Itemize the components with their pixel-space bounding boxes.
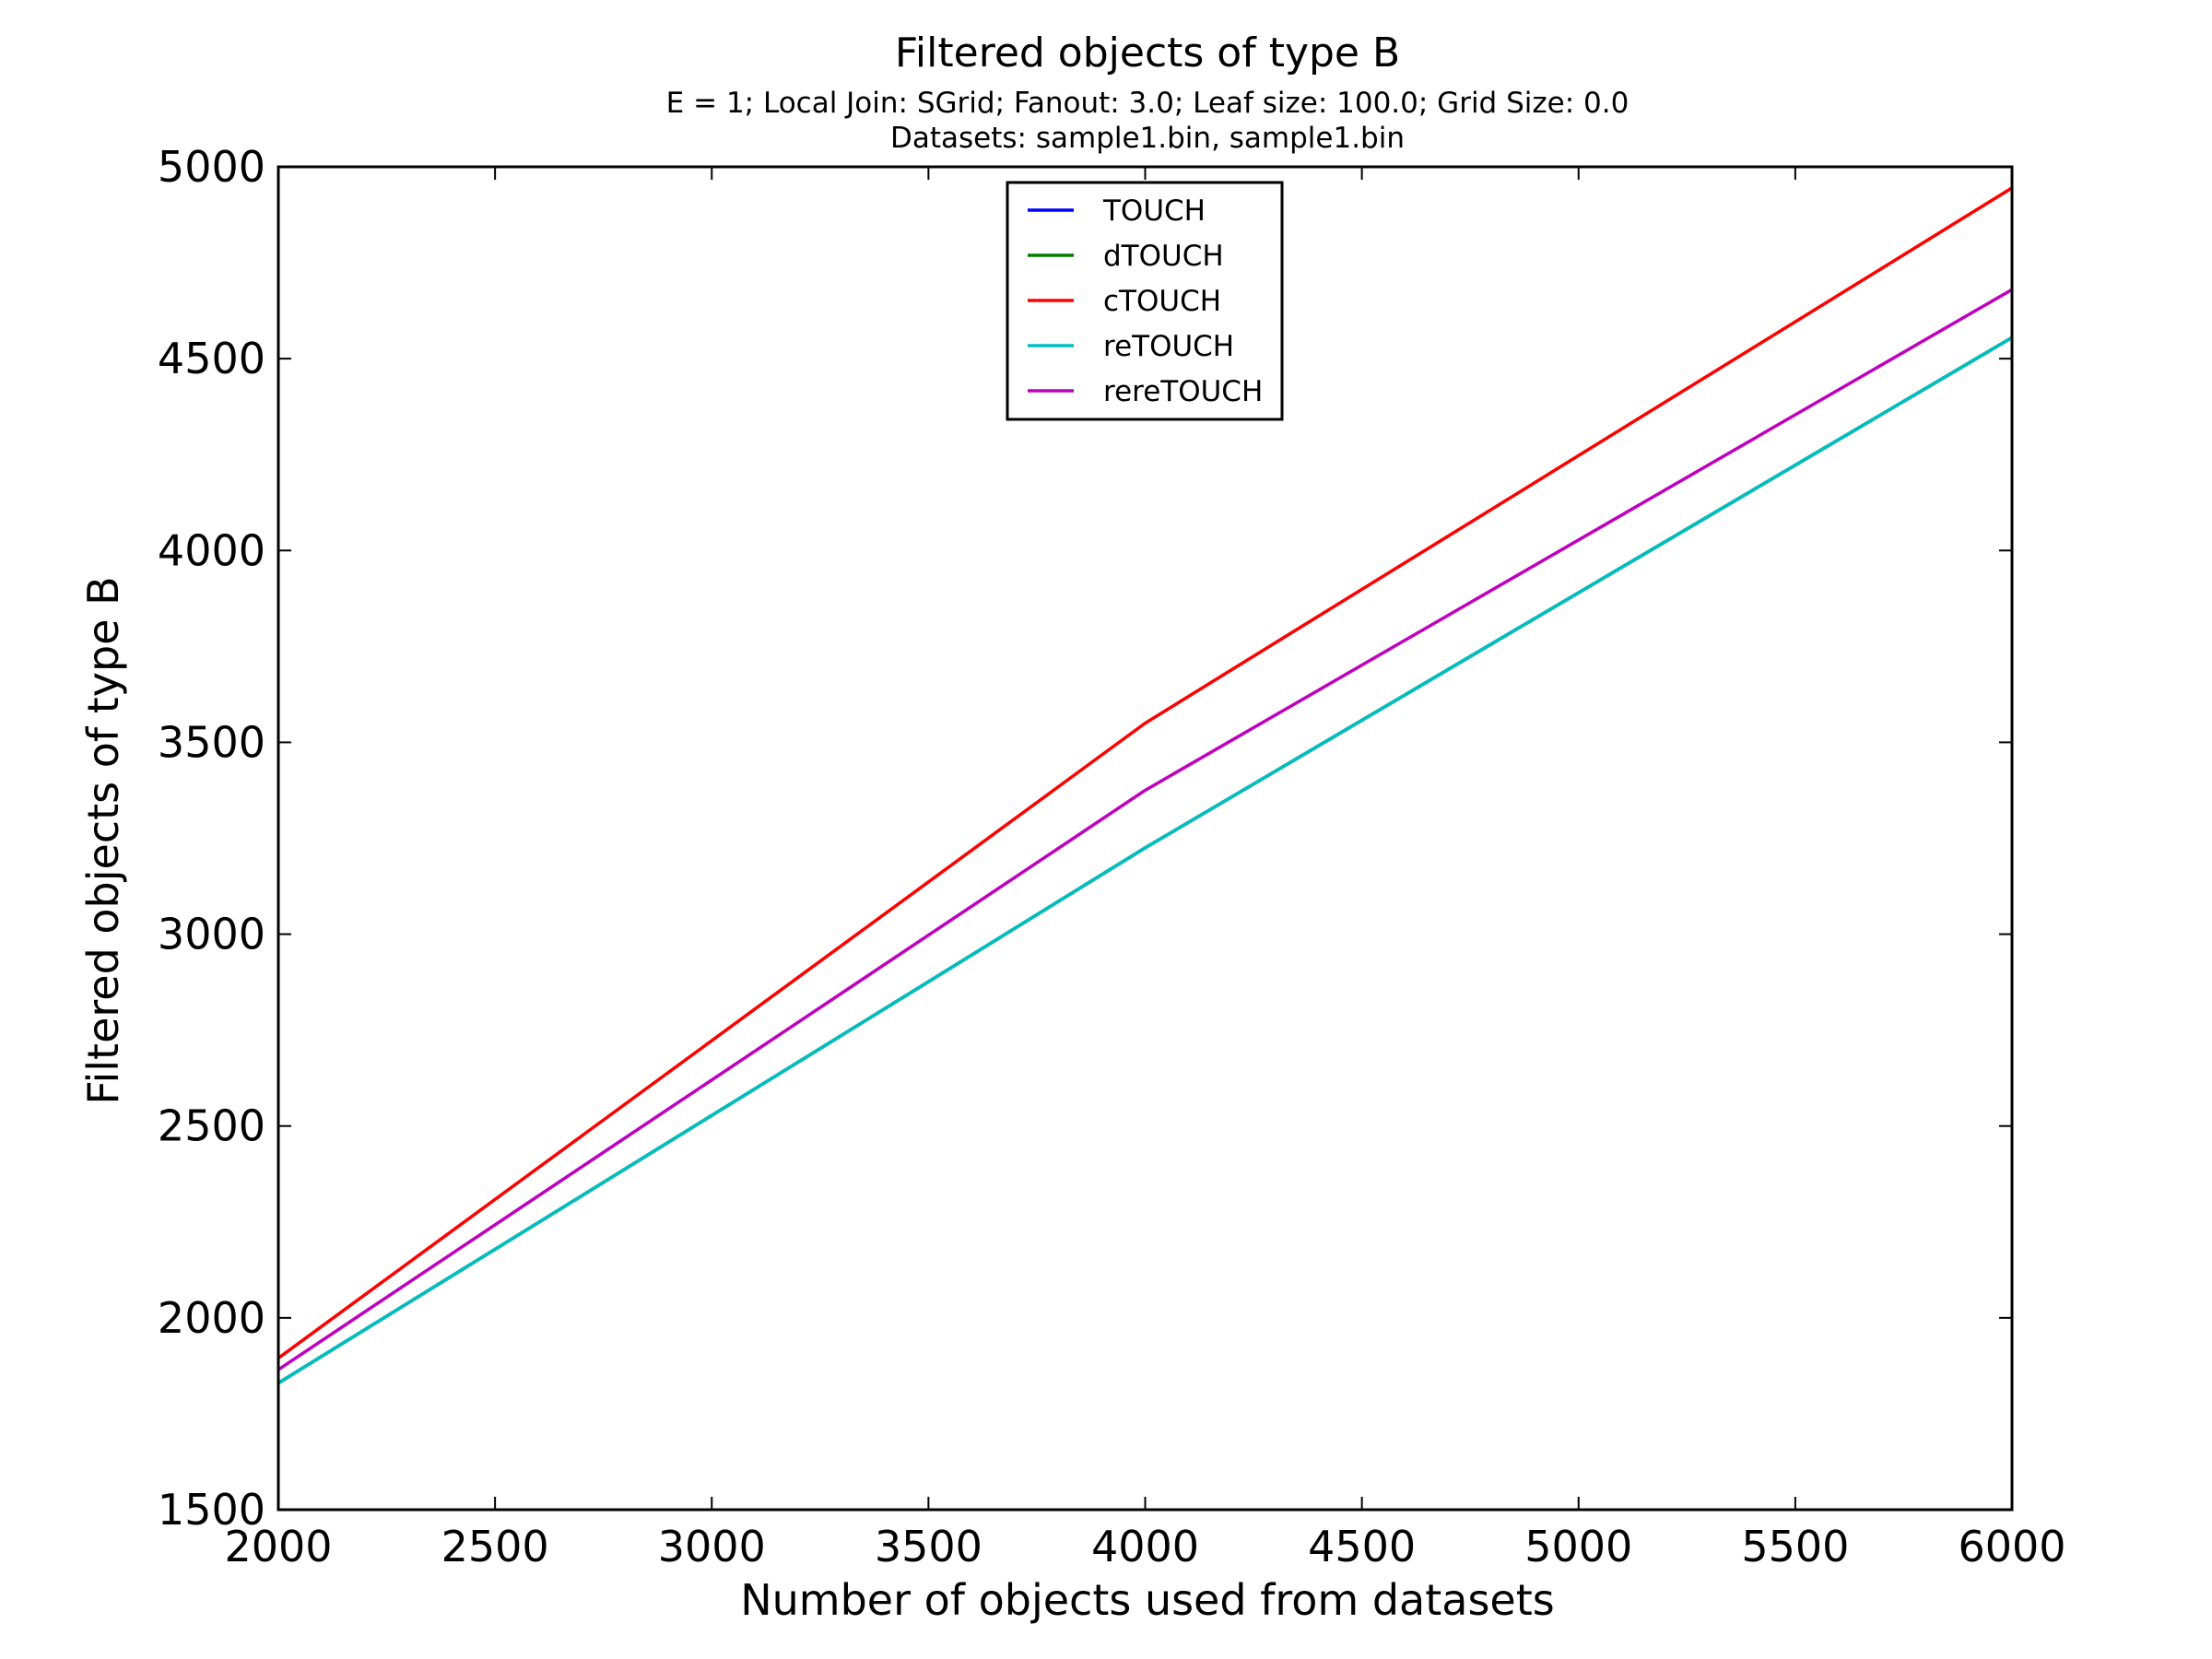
- legend-label: TOUCH: [1102, 194, 1206, 228]
- series-line-ctouch: [276, 186, 2013, 1359]
- chart-subtitle-line-2: Datasets: sample1.bin, sample1.bin: [890, 122, 1405, 155]
- series-line-reretouch: [277, 288, 2013, 1371]
- x-tick-label: 4000: [1091, 1522, 1199, 1571]
- legend-label: rereTOUCH: [1103, 375, 1263, 408]
- chart-subtitle-line-1: E = 1; Local Join: SGrid; Fanout: 3.0; L…: [666, 87, 1630, 120]
- x-tick-label: 5500: [1741, 1522, 1849, 1571]
- y-tick-label: 2000: [158, 1293, 265, 1343]
- legend-label: cTOUCH: [1103, 285, 1221, 318]
- x-tick-label: 4500: [1308, 1522, 1416, 1571]
- x-tick-label: 6000: [1958, 1522, 2065, 1571]
- y-tick-label: 5000: [158, 142, 265, 192]
- x-tick-label: 2500: [441, 1522, 549, 1571]
- y-tick-label: 4500: [158, 334, 265, 383]
- y-tick-label: 3500: [158, 717, 265, 767]
- y-tick-label: 4000: [158, 525, 265, 575]
- y-tick-label: 3000: [158, 910, 265, 959]
- x-tick-label: 2000: [224, 1522, 332, 1571]
- y-tick-label: 1500: [158, 1485, 265, 1535]
- x-tick-label: 5000: [1524, 1522, 1632, 1571]
- x-tick-label: 3000: [658, 1522, 766, 1571]
- legend-label: reTOUCH: [1103, 330, 1234, 363]
- series-layer: [276, 186, 2013, 1385]
- x-axis-label: Number of objects used from datasets: [740, 1575, 1555, 1625]
- legend-label: dTOUCH: [1103, 240, 1224, 273]
- chart-title: Filtered objects of type B: [895, 29, 1400, 76]
- x-tick-label: 3500: [875, 1522, 982, 1571]
- series-line-dtouch: [277, 335, 2013, 1385]
- plot-frame: [276, 165, 2014, 1512]
- y-tick-label: 2500: [158, 1101, 265, 1151]
- legend: TOUCH dTOUCH cTOUCH reTOUCH rereTOUCH: [1006, 181, 1284, 421]
- tick-layer: 2000 2500 3000 3500 4000 4500 5000 5500 6000 1500…: [158, 142, 2066, 1571]
- y-axis-label: Filtered objects of type B: [78, 576, 128, 1104]
- series-line-retouch: [277, 335, 2013, 1385]
- series-line-touch: [277, 335, 2013, 1385]
